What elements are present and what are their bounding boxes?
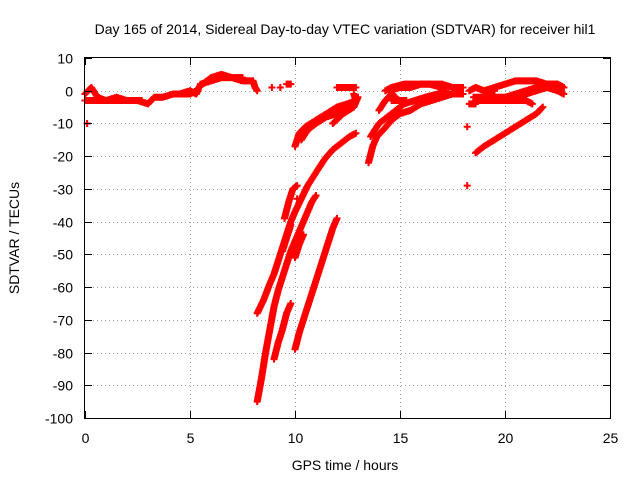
data-point <box>438 83 446 91</box>
data-point <box>560 83 568 91</box>
x-tick-label: 15 <box>393 430 409 446</box>
y-tick-label: -90 <box>53 378 73 394</box>
x-tick-label: 10 <box>288 430 304 446</box>
data-point <box>538 104 546 112</box>
y-tick-label: -60 <box>53 280 73 296</box>
grid-layer <box>85 58 610 418</box>
y-tick-label: -40 <box>53 215 73 231</box>
y-tick-label: -70 <box>53 313 73 329</box>
data-point <box>402 97 410 105</box>
tick-layer: 10 0 -10 -20 -30 -40 -50 -60 -70 -80 -90 -100 0 5 10 15… <box>45 51 619 447</box>
x-tick-label: 25 <box>603 430 619 446</box>
y-tick-label: -100 <box>45 411 73 427</box>
data-point <box>268 83 276 91</box>
y-tick-label: -10 <box>53 116 73 132</box>
x-tick-label: 20 <box>498 430 514 446</box>
y-tick-label: -80 <box>53 346 73 362</box>
plot-frame <box>84 57 611 419</box>
data-point <box>463 182 471 190</box>
data-point <box>299 231 307 239</box>
data-point <box>287 221 295 229</box>
data-point <box>276 83 284 91</box>
data-point <box>333 214 341 222</box>
y-tick-label: 0 <box>65 84 73 100</box>
data-point <box>352 129 360 137</box>
chart-title: Day 165 of 2014, Sidereal Day-to-day VTE… <box>95 21 596 37</box>
data-point <box>138 97 146 105</box>
data-point <box>539 103 547 111</box>
y-tick-label: 10 <box>57 51 73 67</box>
data-point <box>459 90 467 98</box>
x-tick-label: 5 <box>187 430 195 446</box>
data-layer <box>81 70 568 406</box>
x-axis-title: GPS time / hours <box>292 457 399 473</box>
data-point <box>463 123 471 131</box>
data-point <box>293 182 301 190</box>
x-tick-label: 0 <box>82 430 90 446</box>
data-point <box>287 80 295 88</box>
y-tick-label: -30 <box>53 182 73 198</box>
data-point <box>459 83 467 91</box>
data-point <box>352 83 360 91</box>
data-point <box>528 100 536 108</box>
data-point <box>312 191 320 199</box>
data-point <box>287 299 295 307</box>
data-point <box>253 87 261 95</box>
y-axis-title: SDTVAR / TECUs <box>6 182 22 294</box>
data-point <box>560 90 568 98</box>
data-point <box>239 74 246 82</box>
y-tick-label: -50 <box>53 247 73 263</box>
data-point <box>293 195 301 203</box>
data-point <box>352 97 360 105</box>
y-tick-label: -20 <box>53 149 73 165</box>
